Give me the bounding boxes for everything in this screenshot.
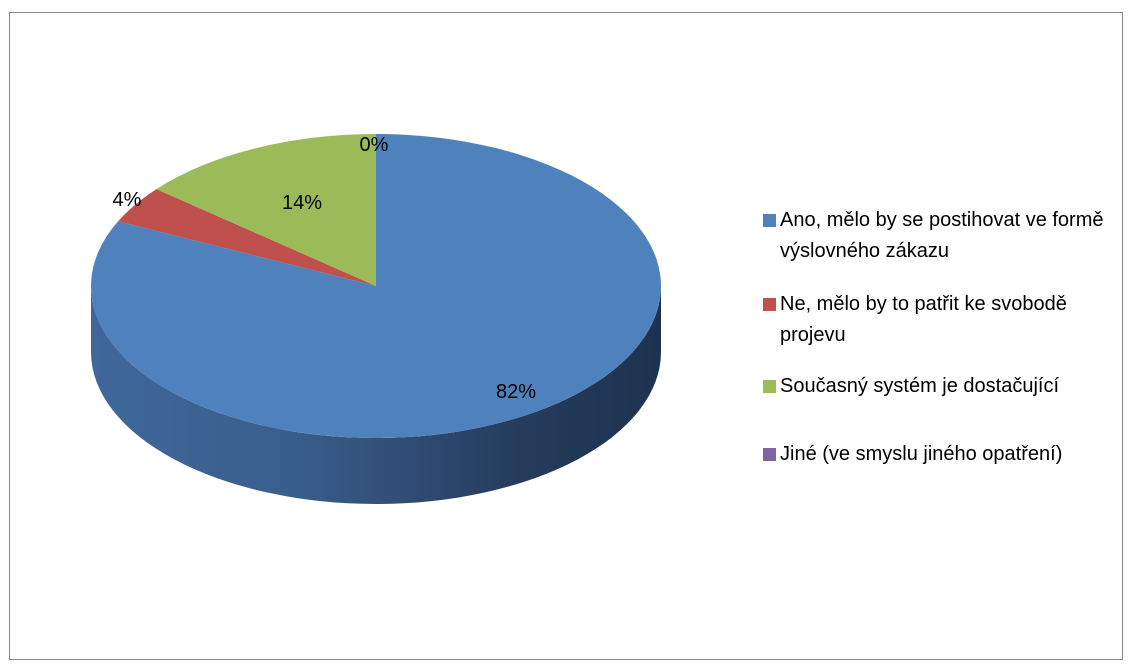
data-label-ne: 4% — [113, 189, 142, 211]
pie-chart: 82% 4% 14% 0% — [91, 134, 662, 504]
legend-label-ano: Ano, mělo by se postihovat ve formě výsl… — [780, 209, 1104, 262]
legend-item-ano: Ano, mělo by se postihovat ve formě výsl… — [763, 205, 1130, 267]
data-label-jine: 0% — [360, 134, 389, 156]
legend-item-ne: Ne, mělo by to patřit ke svobodě projevu — [763, 289, 1130, 351]
pie-slice-ne — [118, 189, 376, 286]
legend-label-soucasny: Současný systém je dostačující — [780, 375, 1060, 397]
legend-swatch-jine — [763, 448, 776, 461]
data-label-ano: 82% — [496, 381, 536, 403]
legend-swatch-ne — [763, 298, 776, 311]
legend-item-soucasny: Současný systém je dostačující — [763, 371, 1130, 402]
pie-side-ano — [91, 286, 661, 504]
legend-label-jine: Jiné (ve smyslu jiného opatření) — [780, 443, 1063, 465]
legend-item-jine: Jiné (ve smyslu jiného opatření) — [763, 439, 1130, 470]
legend-swatch-ano — [763, 214, 776, 227]
pie-slice-ano — [91, 134, 662, 439]
data-label-soucasny: 14% — [282, 192, 322, 214]
legend-label-ne: Ne, mělo by to patřit ke svobodě projevu — [780, 293, 1067, 346]
legend-swatch-soucasny — [763, 380, 776, 393]
chart-frame: 82% 4% 14% 0% Ano, mělo by se postihovat ve… — [9, 12, 1123, 660]
pie-slice-soucasny — [156, 134, 376, 286]
